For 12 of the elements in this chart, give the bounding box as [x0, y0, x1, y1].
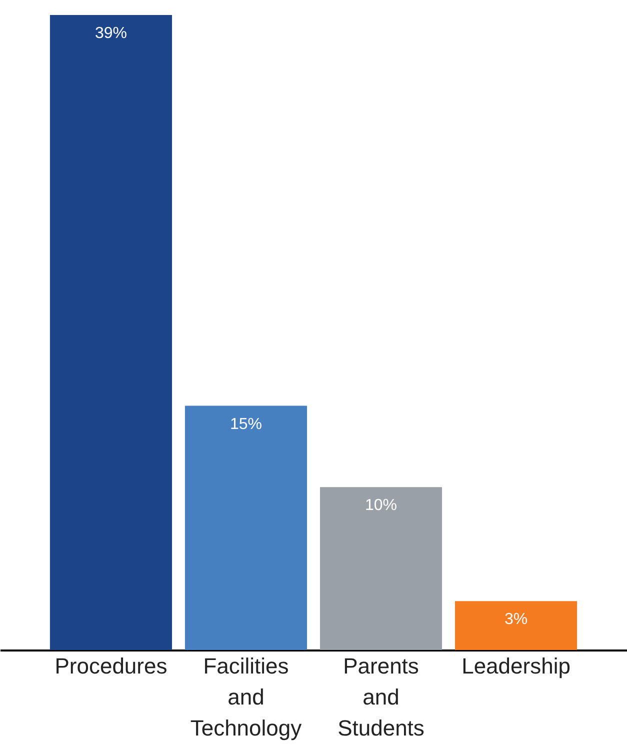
x-tick-label: Leadership [462, 654, 570, 678]
bar [320, 487, 442, 650]
bar [50, 15, 172, 650]
bar [184, 406, 308, 650]
x-tick-label: Parents and Students [338, 654, 424, 740]
data-label: 15% [230, 416, 262, 433]
data-label: 10% [364, 497, 398, 514]
bar [454, 601, 578, 650]
x-tick-label: Procedures [54, 654, 168, 678]
data-label: 3% [504, 611, 528, 628]
data-label: 39% [94, 25, 127, 42]
x-tick-label: Facilities and Technology [190, 654, 302, 740]
